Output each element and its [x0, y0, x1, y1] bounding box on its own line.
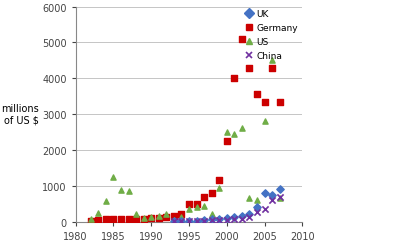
Point	[193, 202, 200, 206]
Point	[239, 38, 245, 42]
Point	[186, 207, 192, 211]
Point	[95, 211, 102, 215]
Point	[155, 214, 162, 218]
Point	[171, 218, 177, 222]
Point	[186, 219, 192, 223]
Point	[133, 213, 139, 217]
Point	[216, 186, 223, 190]
Point	[171, 214, 177, 218]
Point	[276, 197, 283, 201]
Point	[186, 203, 192, 207]
Point	[178, 219, 185, 223]
Point	[254, 93, 260, 97]
Point	[201, 218, 207, 222]
Point	[208, 217, 215, 222]
Point	[231, 217, 238, 222]
Point	[208, 191, 215, 195]
Point	[148, 215, 155, 219]
Point	[223, 139, 230, 143]
Legend: UK, Germany, US, China: UK, Germany, US, China	[244, 10, 298, 61]
Point	[118, 188, 124, 192]
Point	[186, 219, 192, 223]
Point	[216, 179, 223, 183]
Point	[148, 216, 155, 220]
Point	[208, 213, 215, 217]
Point	[171, 219, 177, 223]
Point	[201, 204, 207, 208]
Point	[239, 127, 245, 131]
Point	[133, 217, 139, 221]
Point	[254, 210, 260, 214]
Point	[125, 190, 132, 194]
Point	[216, 217, 223, 221]
Point	[276, 195, 283, 199]
Point	[223, 218, 230, 222]
Point	[140, 217, 147, 221]
Point	[216, 218, 223, 222]
Point	[178, 219, 185, 223]
Point	[254, 198, 260, 202]
Point	[155, 216, 162, 220]
Point	[208, 218, 215, 223]
Point	[269, 59, 276, 63]
Point	[254, 205, 260, 209]
Point	[261, 191, 268, 195]
Point	[178, 215, 185, 219]
Point	[239, 214, 245, 218]
Point	[201, 219, 207, 223]
Point	[223, 216, 230, 220]
Point	[269, 198, 276, 202]
Point	[95, 218, 102, 222]
Point	[231, 132, 238, 136]
Point	[171, 219, 177, 224]
Point	[261, 120, 268, 124]
Point	[193, 205, 200, 209]
Point	[110, 217, 117, 221]
Point	[102, 217, 109, 222]
Point	[178, 213, 185, 217]
Point	[231, 215, 238, 219]
Point	[163, 215, 170, 219]
Point	[246, 213, 253, 217]
Point	[110, 175, 117, 179]
Point	[261, 207, 268, 211]
Point	[269, 66, 276, 70]
Point	[163, 213, 170, 217]
Point	[239, 217, 245, 221]
Point	[246, 215, 253, 219]
Point	[246, 66, 253, 70]
Point	[125, 217, 132, 221]
Point	[87, 217, 94, 221]
Point	[231, 77, 238, 81]
Point	[118, 217, 124, 221]
Point	[276, 187, 283, 192]
Point	[246, 197, 253, 201]
Point	[201, 195, 207, 199]
Point	[269, 193, 276, 197]
Point	[193, 219, 200, 223]
Point	[276, 100, 283, 104]
Point	[102, 199, 109, 203]
Y-axis label: millions
of US $: millions of US $	[1, 104, 39, 125]
Point	[140, 216, 147, 220]
Point	[223, 131, 230, 135]
Point	[193, 219, 200, 223]
Point	[87, 219, 94, 223]
Point	[261, 100, 268, 104]
